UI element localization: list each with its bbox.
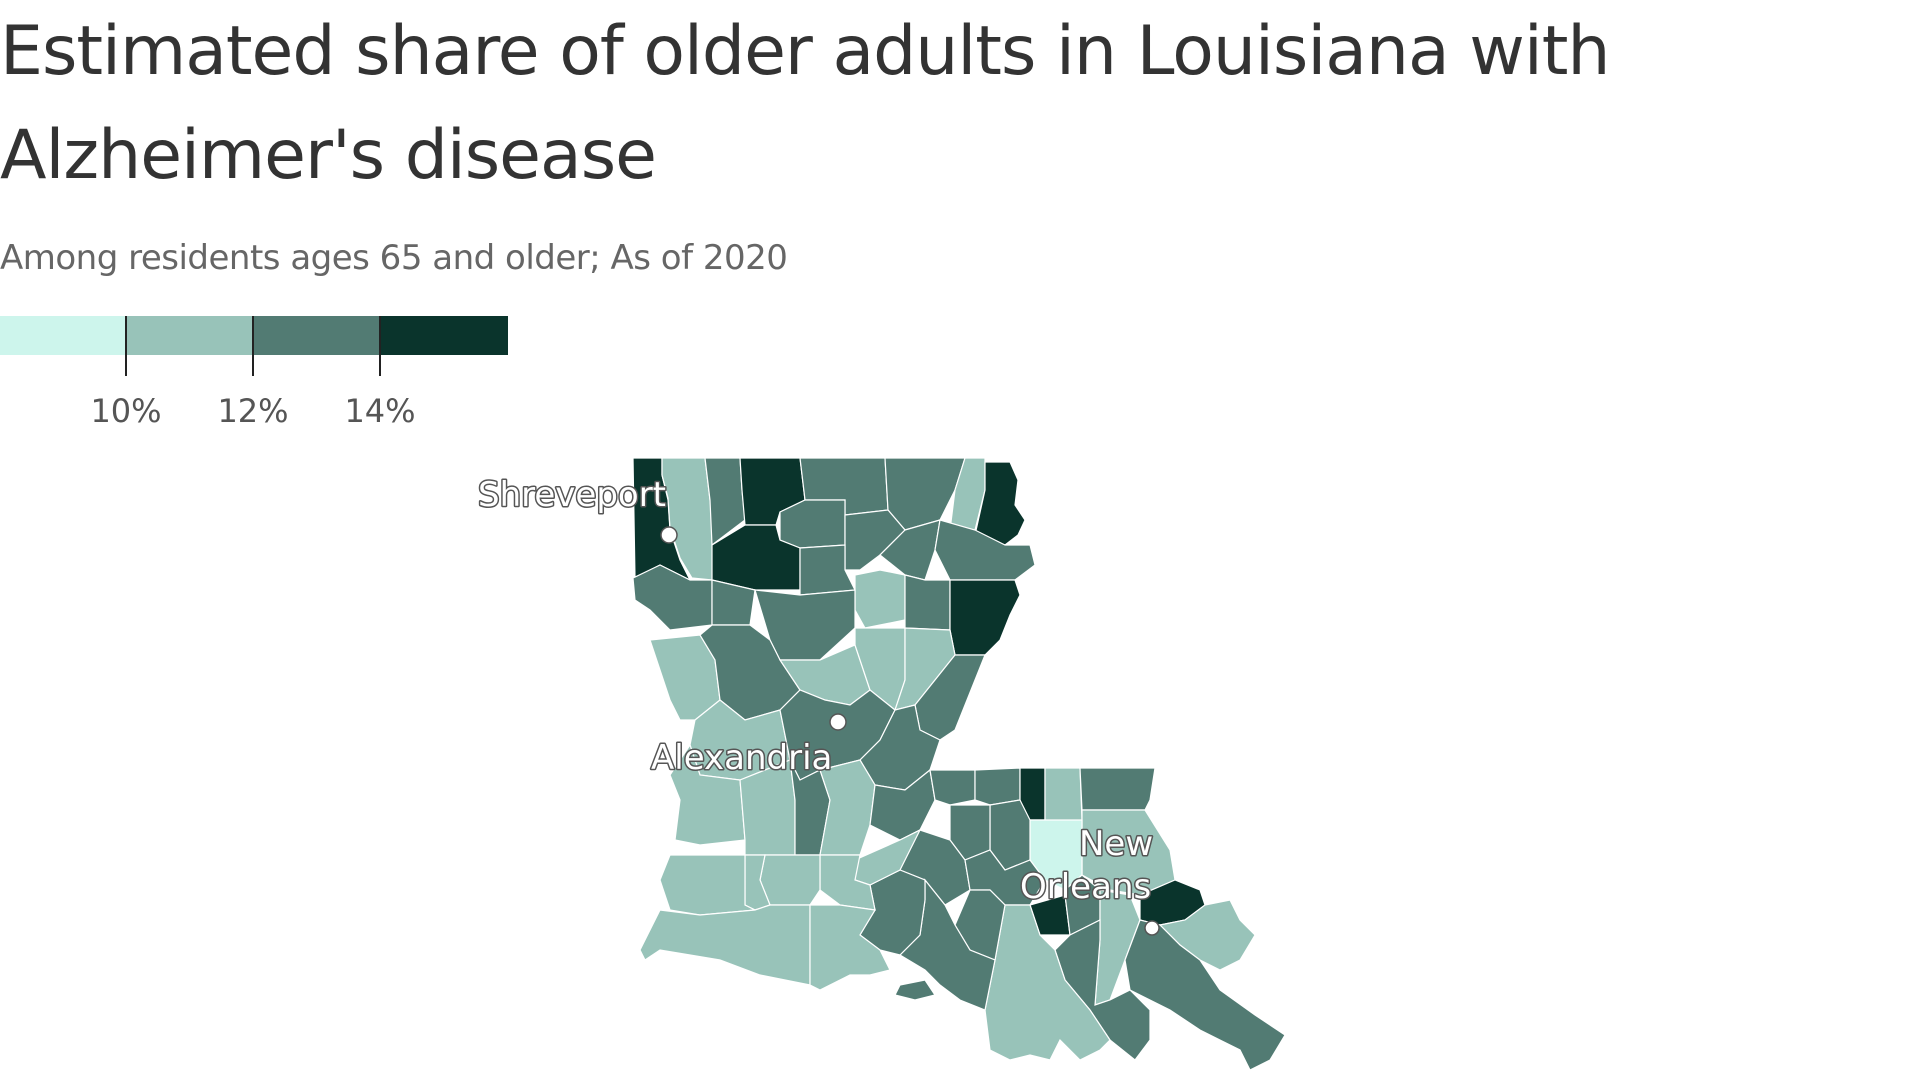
- legend-label-14: 14%: [344, 392, 416, 430]
- parish-beauregard: [669, 743, 746, 846]
- shreveport-marker: [660, 526, 678, 544]
- legend-swatch-bin-1: [0, 316, 127, 355]
- legend-swatch-bin-4: [381, 316, 508, 355]
- parish-calcasieu: [659, 854, 758, 916]
- alexandria-label: Alexandria: [651, 738, 832, 778]
- chart-subtitle: Among residents ages 65 and older; As of…: [0, 238, 788, 278]
- new-orleans-marker: [1144, 920, 1160, 936]
- marsh-island: [894, 979, 936, 1001]
- parish-madison: [934, 519, 1036, 581]
- legend-tick-3: [379, 316, 381, 376]
- city-markers: Shreveport Alexandria New Orleans: [477, 474, 1160, 936]
- parish-east-feliciana: [974, 767, 1021, 806]
- parish-washington: [1079, 767, 1156, 811]
- new-orleans-label-line2: Orleans: [1020, 867, 1151, 907]
- parish-acadia: [759, 854, 821, 906]
- parish-jackson: [799, 544, 856, 596]
- parish-caldwell: [854, 569, 906, 629]
- parish-cameron: [639, 904, 811, 986]
- legend-swatch-bin-3: [254, 316, 381, 355]
- parish-pointe-coupee: [869, 768, 936, 841]
- chart-title: Estimated share of older adults in Louis…: [0, 12, 1611, 195]
- alexandria-marker: [829, 713, 847, 731]
- parish-west-feliciana: [929, 769, 976, 806]
- parish-east-carroll: [974, 461, 1026, 546]
- parish-vermilion: [809, 904, 891, 991]
- parish-concordia: [914, 654, 986, 741]
- parish-st-landry: [819, 759, 876, 856]
- legend-tick-1: [125, 316, 127, 376]
- legend-swatch-bin-2: [127, 316, 254, 355]
- parish-franklin: [904, 574, 951, 631]
- legend-label-10: 10%: [90, 392, 162, 430]
- color-legend: 10% 12% 14%: [0, 316, 510, 430]
- parish-shapes: [632, 457, 1286, 1071]
- parish-lafayette: [819, 854, 876, 911]
- parish-plaquemines: [1124, 919, 1286, 1071]
- parish-lincoln: [779, 499, 846, 549]
- legend-tick-2: [252, 316, 254, 376]
- shreveport-label: Shreveport: [478, 475, 666, 515]
- legend-label-12: 12%: [217, 392, 289, 430]
- new-orleans-label-line1: New: [1079, 824, 1153, 864]
- parish-tensas: [949, 579, 1021, 656]
- parish-terrebonne: [984, 904, 1111, 1061]
